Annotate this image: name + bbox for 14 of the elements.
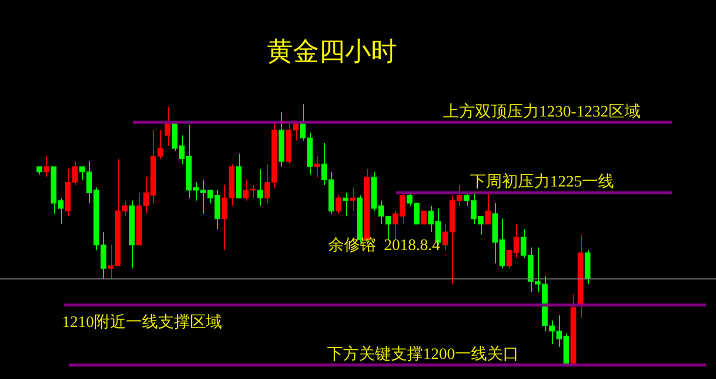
candlestick — [421, 210, 427, 224]
ref-line-label: 上方双顶压力1230-1232区域 — [443, 102, 640, 120]
ref-line-label: 下方关键支撑1200一线关口 — [327, 345, 519, 363]
candlestick — [350, 187, 356, 212]
candlestick — [485, 192, 491, 225]
chart-title: 黄金四小时 — [266, 36, 398, 69]
ref-line-label: 1210附近一线支撑区域 — [62, 312, 222, 331]
candlestick — [44, 156, 50, 178]
candlestick — [336, 194, 342, 214]
candlestick — [342, 192, 348, 217]
candlestick — [314, 156, 320, 178]
annotation: 余修镕 2018.8.4 — [328, 236, 440, 256]
candlestick — [257, 168, 263, 206]
ref-line-label: 下周初压力1225一线 — [470, 172, 614, 191]
